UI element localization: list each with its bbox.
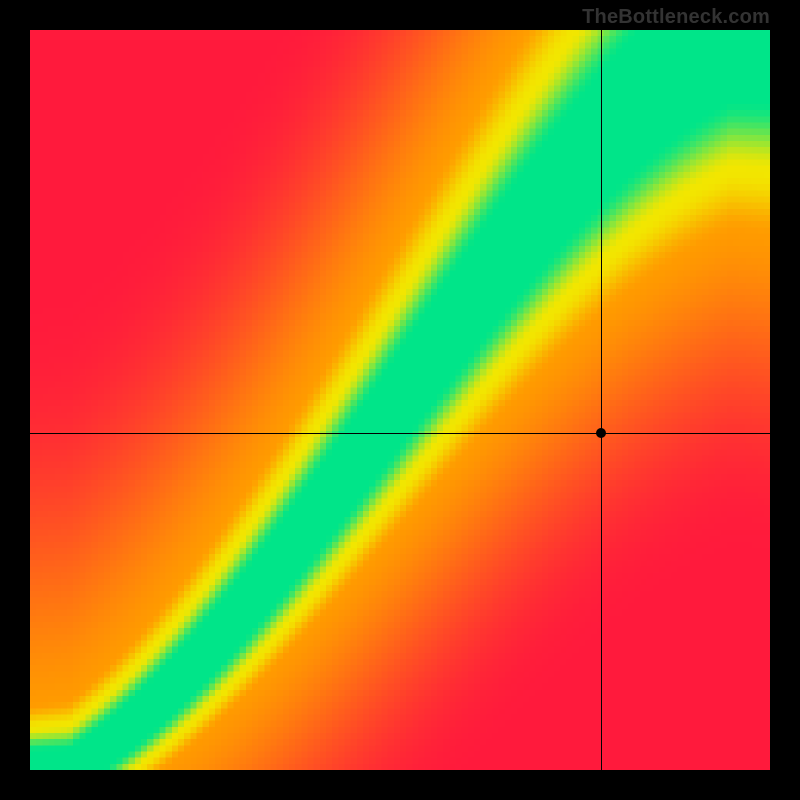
- watermark-text: TheBottleneck.com: [582, 6, 770, 29]
- chart-container: TheBottleneck.com: [0, 0, 800, 800]
- plot-area: [30, 30, 770, 770]
- crosshair-horizontal: [30, 433, 770, 434]
- bottleneck-heatmap: [30, 30, 770, 770]
- crosshair-marker: [596, 428, 606, 438]
- crosshair-vertical: [601, 30, 602, 770]
